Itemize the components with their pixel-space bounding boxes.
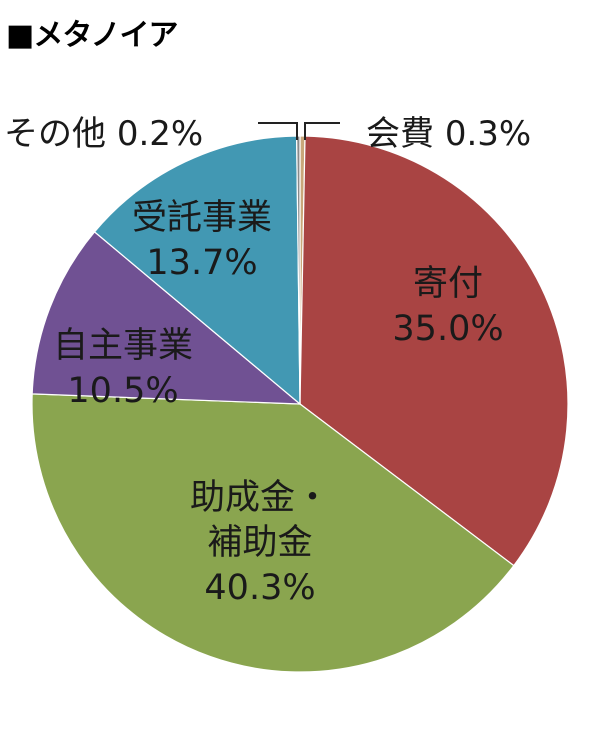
slice-label-kifu-value: 35.0% [392, 308, 504, 349]
slice-label-jutaku-value: 13.7% [146, 242, 258, 283]
slice-label-josei-name-2: 補助金 [207, 522, 313, 563]
slice-label-jishu-name: 自主事業 [52, 326, 193, 366]
slice-label-josei: 助成金・ 補助金 40.3% [170, 476, 350, 610]
leader-lines [258, 122, 340, 140]
leader-line-kaihi [304, 122, 340, 140]
slice-label-kaihi-name: 会費 [366, 114, 434, 154]
pie-slice-jutaku [93, 135, 301, 406]
slice-label-sonota-name: その他 [4, 114, 106, 154]
pie-slices [31, 135, 569, 673]
slice-label-jishu-value: 10.5% [67, 370, 179, 411]
slice-label-josei-value: 40.3% [204, 567, 316, 608]
pie-slice-josei [31, 393, 515, 673]
slice-label-kaihi: 会費 0.3% [366, 106, 531, 155]
slice-label-kifu: 寄付 35.0% [368, 262, 528, 352]
slice-label-kaihi-value: 0.3% [444, 114, 532, 154]
pie-slice-jishu [31, 231, 302, 405]
slice-label-jutaku-name: 受託事業 [131, 198, 272, 238]
slice-label-josei-name-1: 助成金・ [189, 478, 330, 518]
pie-slice-kifu [299, 135, 569, 567]
slice-label-jishu: 自主事業 10.5% [48, 324, 198, 414]
slice-label-jutaku: 受託事業 13.7% [122, 196, 282, 286]
slice-label-kifu-name: 寄付 [412, 264, 483, 304]
leader-line-sonota [258, 122, 298, 140]
slice-label-sonota-value: 0.2% [116, 114, 204, 154]
slice-label-sonota: その他 0.2% [4, 106, 203, 155]
chart-title: ■メタノイア [6, 18, 178, 53]
